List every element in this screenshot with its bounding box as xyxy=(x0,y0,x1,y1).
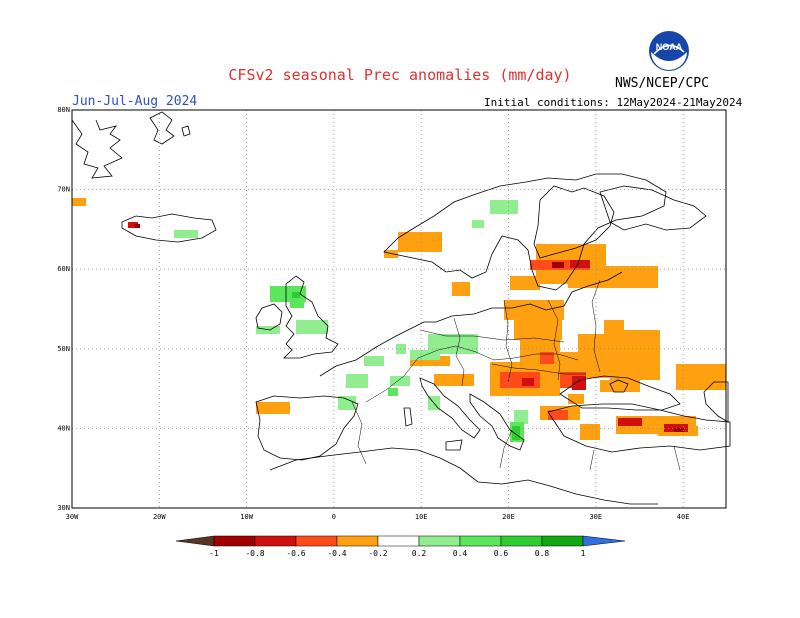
anomaly-patch xyxy=(134,224,140,228)
legend-label: -1 xyxy=(209,549,219,558)
lat-label: 50N xyxy=(57,345,70,353)
legend-swatch xyxy=(418,535,461,547)
agency-label: NWS/NCEP/CPC xyxy=(615,76,709,91)
legend-label: 0.4 xyxy=(453,549,468,558)
legend-swatch xyxy=(336,535,379,547)
legend-swatch xyxy=(541,535,584,547)
lon-label: 30W xyxy=(66,513,79,521)
latitude-labels: 80N 70N 60N 50N 40N 30N xyxy=(57,106,70,512)
anomaly-patch xyxy=(174,230,198,238)
legend-label: 1 xyxy=(581,549,586,558)
logo-text: NOAA xyxy=(656,42,683,52)
anomaly-patch xyxy=(548,410,568,420)
lon-label: 10W xyxy=(240,513,253,521)
anomaly-patch xyxy=(522,378,534,386)
anomaly-patch xyxy=(364,356,384,366)
anomaly-patch xyxy=(390,376,410,386)
longitude-labels: 30W 20W 10W 0 10E 20E 30E 40E xyxy=(66,513,690,521)
initial-conditions-label: Initial conditions: 12May2024-21May2024 xyxy=(484,96,743,109)
anomaly-patch xyxy=(72,198,86,206)
anomaly-patch xyxy=(640,350,660,380)
anomaly-patch xyxy=(472,220,484,228)
map-title: CFSv2 seasonal Prec anomalies (mm/day) xyxy=(228,66,572,84)
lon-label: 30E xyxy=(589,513,602,521)
season-label: Jun-Jul-Aug 2024 xyxy=(72,94,198,109)
anomaly-patch xyxy=(410,356,450,366)
lat-label: 70N xyxy=(57,186,70,194)
legend-label: -0.2 xyxy=(368,549,387,558)
anomaly-patch xyxy=(290,300,304,308)
lon-label: 20E xyxy=(502,513,515,521)
lat-label: 40N xyxy=(57,424,70,432)
anomaly-patch xyxy=(514,320,562,340)
anomaly-patch xyxy=(128,222,138,228)
anomaly-patch xyxy=(398,232,442,252)
anomaly-patch xyxy=(618,418,642,426)
lat-label: 80N xyxy=(57,106,70,114)
map-frame xyxy=(71,109,727,509)
legend-label: 0.8 xyxy=(535,549,550,558)
legend-swatch xyxy=(295,535,338,547)
legend-label: -0.4 xyxy=(327,549,346,558)
legend-label: -0.8 xyxy=(245,549,264,558)
anomaly-patch xyxy=(338,396,356,410)
lat-lon-grid xyxy=(72,110,726,508)
lon-label: 10E xyxy=(415,513,428,521)
legend-label: -0.6 xyxy=(286,549,305,558)
anomaly-patch xyxy=(570,260,590,268)
anomaly-patch xyxy=(578,334,608,354)
legend-high-arrow xyxy=(582,535,626,547)
lon-label: 40E xyxy=(677,513,690,521)
legend-label: 0.2 xyxy=(412,549,427,558)
anomaly-patch xyxy=(510,276,540,290)
anomaly-patch xyxy=(674,428,684,432)
anomaly-patch xyxy=(514,410,528,424)
anomaly-fields xyxy=(72,198,726,442)
anomaly-patch xyxy=(580,424,600,440)
anomaly-patch xyxy=(552,262,564,268)
anomaly-patch xyxy=(568,394,584,404)
anomaly-patch xyxy=(504,300,564,320)
anomaly-patch xyxy=(490,200,518,214)
anomaly-patch xyxy=(540,352,554,364)
anomaly-patch xyxy=(384,250,398,258)
legend-low-arrow xyxy=(175,535,215,547)
anomaly-patch xyxy=(434,374,474,386)
legend-swatch xyxy=(459,535,502,547)
legend-swatch xyxy=(213,535,256,547)
anomaly-patch xyxy=(512,426,520,440)
coastlines xyxy=(71,111,731,505)
lat-label: 60N xyxy=(57,265,70,273)
anomaly-patch xyxy=(292,292,300,298)
anomaly-patch xyxy=(572,376,586,390)
legend-swatch xyxy=(377,535,420,547)
country-borders xyxy=(351,279,681,471)
legend-label: 0.6 xyxy=(494,549,509,558)
legend-swatch xyxy=(254,535,297,547)
color-legend: -1 -0.8 -0.6 -0.4 -0.2 0.2 0.4 0.6 0.8 1 xyxy=(175,535,626,558)
lat-label: 30N xyxy=(57,504,70,512)
noaa-logo-icon: NOAA xyxy=(649,31,689,71)
anomaly-patch xyxy=(676,364,726,390)
anomaly-patch xyxy=(600,380,640,392)
anomaly-patch xyxy=(452,282,470,296)
anomaly-patch xyxy=(388,388,398,396)
lon-label: 0 xyxy=(332,513,336,521)
anomaly-patch xyxy=(296,320,328,334)
anomaly-patch xyxy=(346,374,368,388)
lon-label: 20W xyxy=(153,513,166,521)
anomaly-patch xyxy=(256,402,290,414)
legend-swatch xyxy=(500,535,543,547)
